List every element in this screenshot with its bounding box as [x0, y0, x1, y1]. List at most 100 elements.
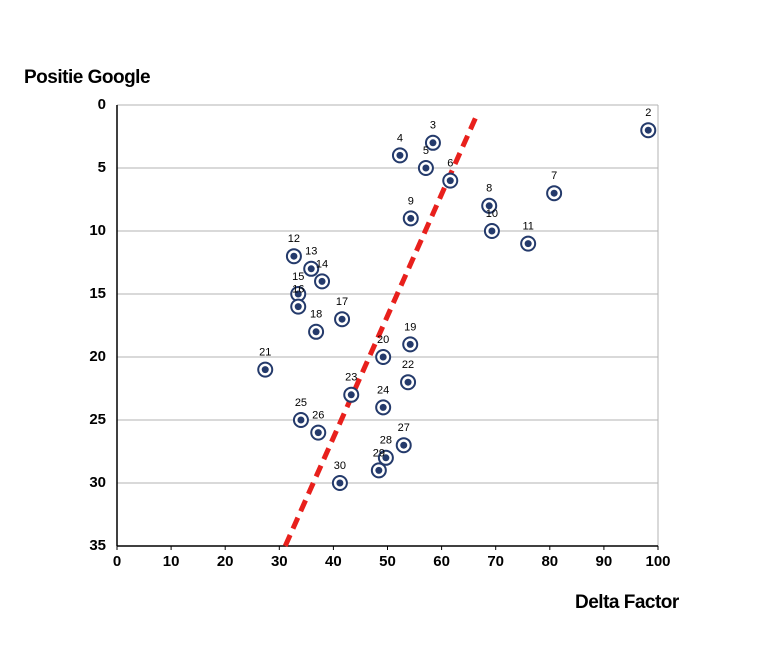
point [391, 147, 408, 164]
point-dot [261, 366, 269, 374]
point [331, 475, 348, 491]
point-label: 3 [430, 120, 436, 132]
point-dot [550, 189, 558, 197]
x-tick-label: 50 [379, 553, 396, 570]
point-dot [307, 265, 315, 273]
point [343, 386, 360, 403]
point-label: 2 [645, 107, 651, 119]
point-dot [314, 429, 322, 437]
point-label: 15 [292, 271, 304, 283]
y-tick-label: 0 [98, 96, 106, 113]
y-tick-label: 5 [98, 159, 106, 176]
point-label: 25 [295, 397, 307, 409]
y-tick-label: 35 [89, 537, 106, 554]
point-dot [294, 303, 302, 311]
x-tick-label: 40 [325, 553, 342, 570]
y-tick-label: 15 [89, 285, 106, 302]
point-label: 23 [345, 372, 357, 384]
point-dot [488, 227, 496, 235]
x-tick-label: 90 [596, 553, 613, 570]
point-dot [290, 252, 298, 260]
point-label: 13 [305, 246, 317, 258]
point-dot [382, 454, 390, 462]
point [370, 462, 387, 479]
point [424, 134, 441, 151]
x-tick-label: 30 [271, 553, 288, 570]
point [257, 361, 274, 378]
point-label: 29 [373, 447, 385, 459]
x-tick-label: 10 [163, 553, 180, 570]
y-tick-label: 10 [89, 222, 106, 239]
point [290, 298, 307, 315]
point [417, 160, 434, 176]
point-dot [347, 391, 355, 399]
x-tick-label: 70 [487, 553, 504, 570]
x-tick-label: 80 [541, 553, 558, 570]
point [481, 197, 498, 214]
point [520, 235, 537, 252]
point [483, 223, 500, 239]
y-tick-label: 25 [89, 411, 106, 428]
point-dot [297, 416, 305, 424]
point-label: 24 [377, 384, 389, 396]
point-label: 4 [397, 132, 403, 144]
point [640, 122, 657, 139]
point-dot [379, 403, 387, 411]
point-dot [336, 479, 344, 487]
x-tick-label: 60 [433, 553, 450, 570]
point-label: 26 [312, 410, 324, 422]
point-dot [406, 340, 414, 348]
y-tick-label: 30 [89, 474, 106, 491]
point-dot [644, 126, 652, 134]
point [303, 260, 320, 277]
point-label: 18 [310, 309, 322, 321]
point-label: 20 [377, 334, 389, 346]
point-label: 30 [334, 460, 346, 472]
point-dot [375, 466, 383, 474]
point-label: 19 [404, 321, 416, 333]
x-tick-label: 20 [217, 553, 234, 570]
point-dot [407, 214, 415, 222]
x-axis-title: Delta Factor [575, 592, 680, 613]
point-dot [379, 353, 387, 361]
point-label: 12 [288, 233, 300, 245]
point [314, 273, 331, 290]
point [310, 424, 327, 441]
point [375, 349, 392, 365]
point-dot [485, 202, 493, 210]
point [377, 449, 394, 466]
point-label: 28 [380, 435, 392, 447]
point [308, 323, 325, 340]
point-label: 11 [522, 221, 533, 233]
point-dot [400, 441, 408, 449]
x-tick-label: 100 [645, 553, 670, 570]
point [402, 336, 419, 353]
y-axis-title: Positie Google [24, 67, 150, 88]
point-label: 7 [551, 170, 557, 182]
point-dot [396, 151, 404, 159]
point [375, 399, 392, 416]
point-label: 6 [447, 158, 453, 170]
point-label: 14 [316, 258, 328, 270]
point-label: 5 [423, 145, 429, 157]
point-label: 21 [259, 347, 271, 359]
point [400, 374, 417, 391]
point-label: 8 [486, 183, 492, 195]
point-label: 27 [398, 422, 410, 434]
point-label: 16 [292, 284, 304, 296]
point [334, 311, 351, 328]
point-dot [294, 290, 302, 298]
point [395, 437, 412, 454]
x-tick-label: 0 [113, 553, 121, 570]
point-dot [429, 139, 437, 147]
point-dot [422, 164, 430, 172]
point-label: 22 [402, 359, 414, 371]
point-label: 10 [486, 208, 498, 220]
point-dot [404, 378, 412, 386]
y-tick-label: 20 [89, 348, 106, 365]
point-dot [446, 177, 454, 185]
point-label: 17 [336, 296, 348, 308]
point-dot [318, 277, 326, 285]
